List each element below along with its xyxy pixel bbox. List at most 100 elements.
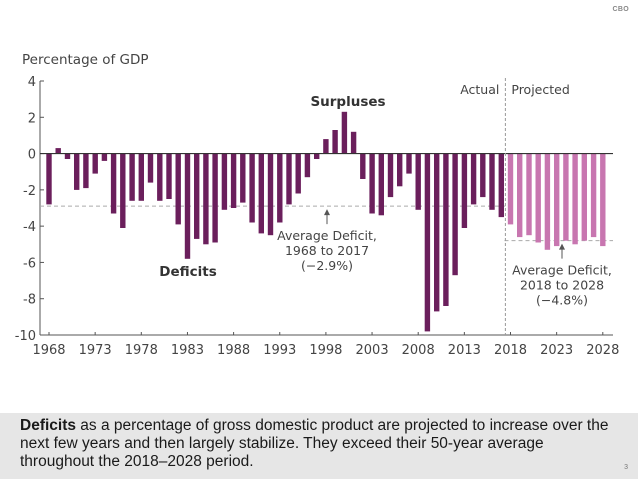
bar-projected <box>544 153 551 250</box>
avg-arrow-head-icon <box>324 209 330 216</box>
bar-actual <box>443 153 449 306</box>
bar-actual <box>277 153 283 223</box>
bar-actual <box>470 153 477 205</box>
bar-actual <box>64 153 71 159</box>
bar-actual <box>138 153 144 201</box>
bar-actual <box>341 111 348 154</box>
bar-actual <box>378 153 384 216</box>
bar-actual <box>55 148 61 154</box>
bar-actual <box>240 153 246 203</box>
bar-actual <box>230 153 237 208</box>
bar-actual <box>92 153 98 174</box>
bar-actual <box>101 153 108 161</box>
bar-actual <box>314 153 320 159</box>
avg-deficit-1-label: (−2.9%) <box>301 258 353 273</box>
bar-actual <box>489 153 495 210</box>
avg-arrow-head-icon <box>559 243 565 250</box>
bar-actual <box>406 153 412 174</box>
bar-actual <box>304 153 311 178</box>
bar-actual <box>157 153 163 201</box>
bar-projected <box>572 153 578 245</box>
bar-projected <box>517 153 523 238</box>
bar-actual <box>166 153 172 199</box>
x-tick-label: 2003 <box>356 343 389 358</box>
x-tick-label: 2023 <box>540 343 573 358</box>
bar-actual <box>203 153 209 245</box>
bar-actual <box>184 153 191 259</box>
bars <box>40 111 613 332</box>
bar-actual <box>434 153 440 312</box>
bar-actual <box>332 130 338 154</box>
surpluses-label: Surpluses <box>310 94 385 110</box>
bar-actual <box>110 153 117 214</box>
x-tick-label: 2013 <box>448 343 481 358</box>
caption-text: as a percentage of gross domestic produc… <box>20 417 609 470</box>
avg-deficit-2-label: (−4.8%) <box>536 293 588 308</box>
x-tick-label: 1983 <box>171 343 204 358</box>
deficits-label: Deficits <box>159 264 217 280</box>
bar-projected <box>526 153 532 236</box>
bar-projected <box>535 153 541 243</box>
bar-projected <box>563 153 569 241</box>
source-label: CBO <box>612 6 629 13</box>
caption: Deficits as a percentage of gross domest… <box>20 417 610 471</box>
bar-actual <box>249 153 255 223</box>
bar-actual <box>221 153 228 210</box>
bar-actual <box>286 153 292 205</box>
bar-actual <box>498 153 504 218</box>
bar-actual <box>387 153 394 198</box>
y-tick-label: 0 <box>28 148 36 163</box>
projected-label: Projected <box>511 82 569 97</box>
caption-bold: Deficits <box>20 417 76 434</box>
x-tick-label: 1993 <box>263 343 296 358</box>
x-tick-label: 1973 <box>79 343 112 358</box>
bar-actual <box>212 153 218 243</box>
actual-label: Actual <box>460 82 499 97</box>
annotations: Actual Projected Surpluses Deficits Average … <box>159 78 612 335</box>
x-tick-label: 1968 <box>32 343 65 358</box>
bar-actual <box>424 153 431 332</box>
y-axis-label: Percentage of GDP <box>22 52 149 68</box>
x-tick-label: 2028 <box>586 343 619 358</box>
bar-actual <box>461 153 468 228</box>
bar-actual <box>480 153 486 198</box>
caption-box: Deficits as a percentage of gross domest… <box>0 413 638 479</box>
y-tick-label: -4 <box>23 220 36 235</box>
bar-actual <box>258 153 264 234</box>
avg-deficit-1-label: 1968 to 2017 <box>285 243 369 258</box>
bar-actual <box>129 153 135 201</box>
y-axis: 4 2 0 -2 -4 -6 -8 -10 <box>15 75 44 344</box>
bar-actual <box>267 153 274 236</box>
deficit-bar-chart: Percentage of GDP 4 2 0 -2 -4 -6 -8 -10 1968 197… <box>15 52 620 358</box>
x-tick-label: 1988 <box>217 343 250 358</box>
bar-actual <box>74 153 80 190</box>
bar-actual <box>323 139 329 154</box>
bar-actual <box>194 153 200 239</box>
bar-actual <box>147 153 154 183</box>
x-axis: 1968 1973 1978 1983 1988 1993 1998 2003 2008 2013… <box>32 332 619 358</box>
y-tick-label: 2 <box>28 111 36 126</box>
bar-actual <box>83 153 89 189</box>
y-tick-label: -10 <box>15 329 36 344</box>
bar-actual <box>46 153 52 205</box>
bar-actual <box>369 153 375 214</box>
bar-projected <box>590 153 597 238</box>
bar-actual <box>397 153 403 187</box>
avg-deficit-1-label: Average Deficit, <box>277 228 377 243</box>
bar-projected <box>507 153 514 225</box>
x-tick-label: 1978 <box>125 343 158 358</box>
bar-projected <box>600 153 606 247</box>
y-tick-label: -8 <box>23 293 36 308</box>
bar-actual <box>120 153 126 228</box>
x-tick-label: 1998 <box>309 343 342 358</box>
avg-deficit-2-label: Average Deficit, <box>512 263 612 278</box>
bar-actual <box>360 153 366 179</box>
x-tick-label: 2008 <box>402 343 435 358</box>
x-tick-label: 2018 <box>494 343 527 358</box>
y-tick-label: 4 <box>28 75 36 90</box>
bar-actual <box>295 153 301 194</box>
y-tick-label: -2 <box>23 184 36 199</box>
page-number: 3 <box>624 464 628 471</box>
bar-projected <box>554 153 560 247</box>
bar-actual <box>175 153 181 225</box>
